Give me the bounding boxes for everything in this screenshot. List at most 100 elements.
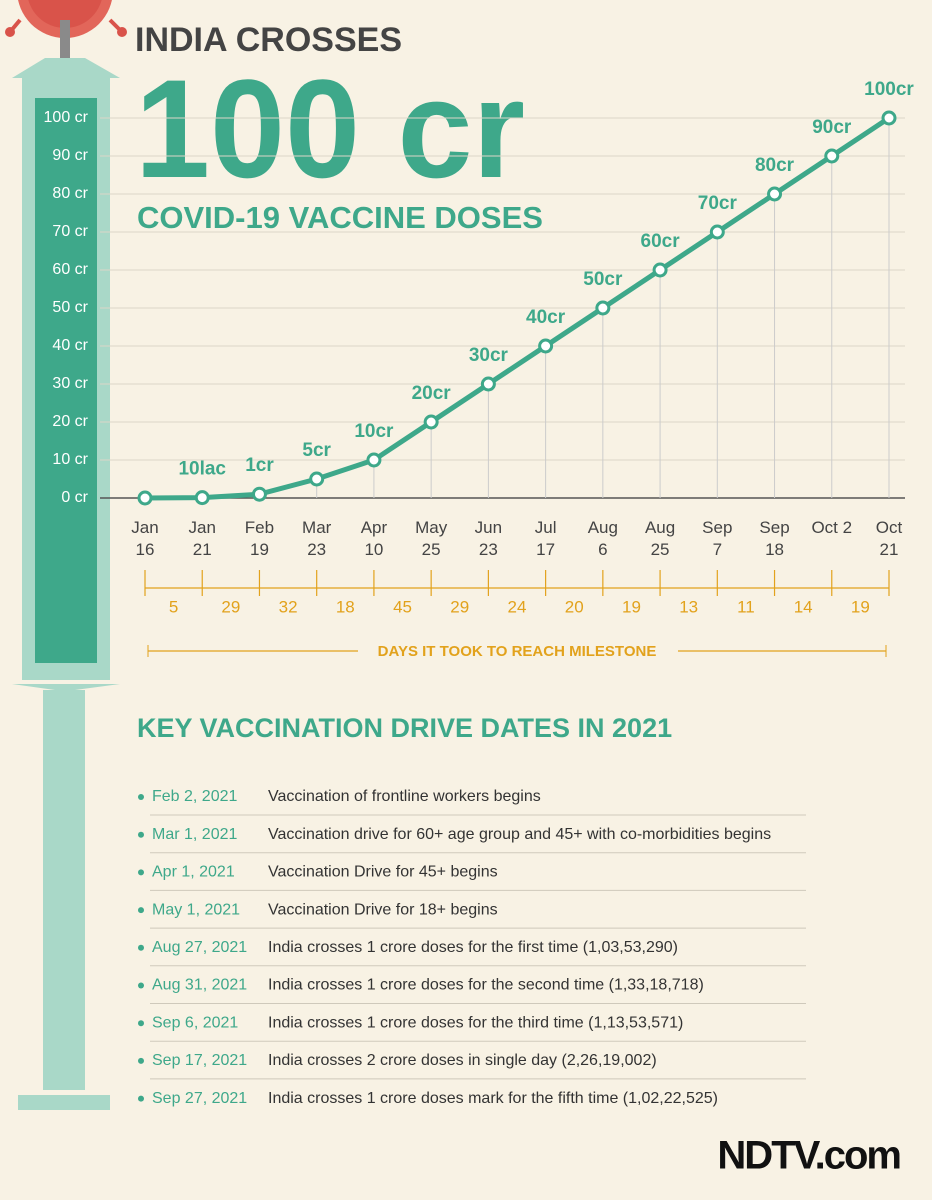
x-tick-label: Sep 7 bbox=[702, 518, 733, 559]
days-label-bg bbox=[270, 596, 307, 620]
headline: 100 cr bbox=[135, 50, 525, 207]
value-label: 5cr bbox=[302, 440, 331, 461]
y-tick-label: 70 cr bbox=[52, 223, 88, 240]
value-label: 1cr bbox=[245, 455, 274, 476]
key-date: Aug 27, 2021 bbox=[152, 939, 247, 956]
x-tick-label: Jul 17 bbox=[534, 518, 557, 559]
days-label: 19 bbox=[851, 597, 870, 616]
bullet bbox=[138, 1057, 144, 1064]
value-label: 10lac bbox=[178, 459, 226, 480]
days-label: 29 bbox=[450, 597, 469, 616]
key-date-text: Vaccination Drive for 18+ begins bbox=[268, 901, 498, 918]
days-label-bg bbox=[613, 596, 650, 620]
y-tick-label: 90 cr bbox=[52, 147, 88, 164]
key-date: Sep 6, 2021 bbox=[152, 1014, 238, 1031]
point bbox=[423, 414, 439, 430]
key-date-text: India crosses 2 crore doses in single da… bbox=[268, 1052, 657, 1069]
days-label: 29 bbox=[221, 597, 240, 616]
days-label-bg bbox=[727, 596, 764, 620]
y-tick-label: 10 cr bbox=[52, 451, 88, 468]
bullet bbox=[138, 907, 144, 914]
key-date: Sep 17, 2021 bbox=[152, 1052, 247, 1069]
point bbox=[194, 490, 210, 506]
x-tick-label: Feb 19 bbox=[244, 518, 275, 559]
value-label: 100cr bbox=[864, 79, 914, 100]
y-tick-label: 80 cr bbox=[52, 185, 88, 202]
value-label: 90cr bbox=[812, 117, 852, 138]
bullet bbox=[138, 869, 144, 876]
days-label: 32 bbox=[279, 597, 298, 616]
key-date: Apr 1, 2021 bbox=[152, 864, 235, 881]
x-tick-label: Jan 21 bbox=[188, 518, 216, 559]
plot: 0 cr 10 cr 20 cr 30 cr 40 cr 50 cr 60 cr 70 cr 8… bbox=[44, 79, 914, 662]
point bbox=[251, 486, 267, 502]
days-label: 14 bbox=[794, 597, 813, 616]
point bbox=[881, 110, 897, 126]
key-dates: Feb 2, 2021 Vaccination of frontline work… bbox=[138, 788, 806, 1107]
key-date: May 1, 2021 bbox=[152, 901, 240, 918]
milestone-label: DAYS IT TOOK TO REACH MILESTONE bbox=[378, 643, 657, 660]
key-date-text: Vaccination drive for 60+ age group and … bbox=[268, 826, 771, 843]
y-tick-label: 20 cr bbox=[52, 413, 88, 430]
line bbox=[144, 115, 891, 501]
key-date: Mar 1, 2021 bbox=[152, 826, 237, 843]
point bbox=[824, 148, 840, 164]
syringe bbox=[12, 20, 120, 1110]
days-label-bg bbox=[499, 596, 535, 620]
chart-title: INDIA CROSSES bbox=[135, 21, 402, 59]
key-date-text: India crosses 1 crore doses for the firs… bbox=[268, 939, 678, 956]
point bbox=[538, 338, 554, 354]
days-label: 20 bbox=[565, 597, 584, 616]
days-label-bg bbox=[327, 596, 364, 620]
y-tick-label: 0 cr bbox=[61, 489, 88, 506]
x-tick-label: Aug 6 bbox=[587, 518, 618, 559]
logo: NDTV.com bbox=[717, 1134, 900, 1178]
value-label: 20cr bbox=[412, 383, 452, 404]
value-label: 40cr bbox=[526, 307, 566, 328]
point bbox=[480, 376, 496, 392]
days-label-bg bbox=[212, 596, 249, 620]
value-label: 80cr bbox=[755, 155, 795, 176]
bullet bbox=[138, 982, 144, 989]
bullet bbox=[138, 831, 144, 838]
point bbox=[767, 186, 783, 202]
bullet bbox=[138, 1095, 144, 1102]
y-tick-label: 30 cr bbox=[52, 375, 88, 392]
y-tick-label: 40 cr bbox=[52, 337, 88, 354]
x-tick-label: Jan 16 bbox=[131, 518, 159, 559]
key-date: Sep 27, 2021 bbox=[152, 1090, 247, 1107]
bullet bbox=[138, 794, 144, 800]
value-label: 60cr bbox=[641, 231, 681, 252]
key-date-text: Vaccination Drive for 45+ begins bbox=[268, 864, 498, 881]
days-label: 19 bbox=[622, 597, 641, 616]
days-label: 11 bbox=[737, 597, 755, 616]
point bbox=[309, 471, 325, 487]
value-label: 70cr bbox=[698, 193, 738, 214]
key-date-text: India crosses 1 crore doses mark for the… bbox=[268, 1090, 718, 1107]
y-tick-label: 50 cr bbox=[52, 299, 88, 316]
point bbox=[709, 224, 725, 240]
key-date-text: India crosses 1 crore doses for the seco… bbox=[268, 977, 704, 994]
point bbox=[137, 490, 153, 506]
key-date: Aug 31, 2021 bbox=[152, 977, 247, 994]
x-tick-label: Oct 2 bbox=[811, 518, 853, 537]
days-label-bg bbox=[155, 596, 192, 620]
x-tick-label: May 25 bbox=[415, 518, 448, 559]
days-label-bg bbox=[556, 596, 593, 620]
x-tick-label: Oct 21 bbox=[875, 518, 903, 559]
value-label: 30cr bbox=[469, 345, 509, 366]
x-tick-label: Jun 23 bbox=[474, 518, 503, 559]
value-label: 50cr bbox=[583, 269, 623, 290]
x-tick-label: Sep 18 bbox=[759, 518, 790, 559]
days-label: 45 bbox=[393, 597, 412, 616]
x-tick-label: Apr 10 bbox=[360, 518, 388, 559]
point bbox=[652, 262, 668, 278]
key-date-text: Vaccination of frontline workers begins bbox=[268, 788, 541, 805]
y-tick-label: 60 cr bbox=[52, 261, 88, 278]
days-label-bg bbox=[384, 596, 421, 620]
days-label: 13 bbox=[679, 597, 698, 616]
days-label-bg bbox=[785, 596, 822, 620]
key-date: Feb 2, 2021 bbox=[152, 788, 238, 805]
